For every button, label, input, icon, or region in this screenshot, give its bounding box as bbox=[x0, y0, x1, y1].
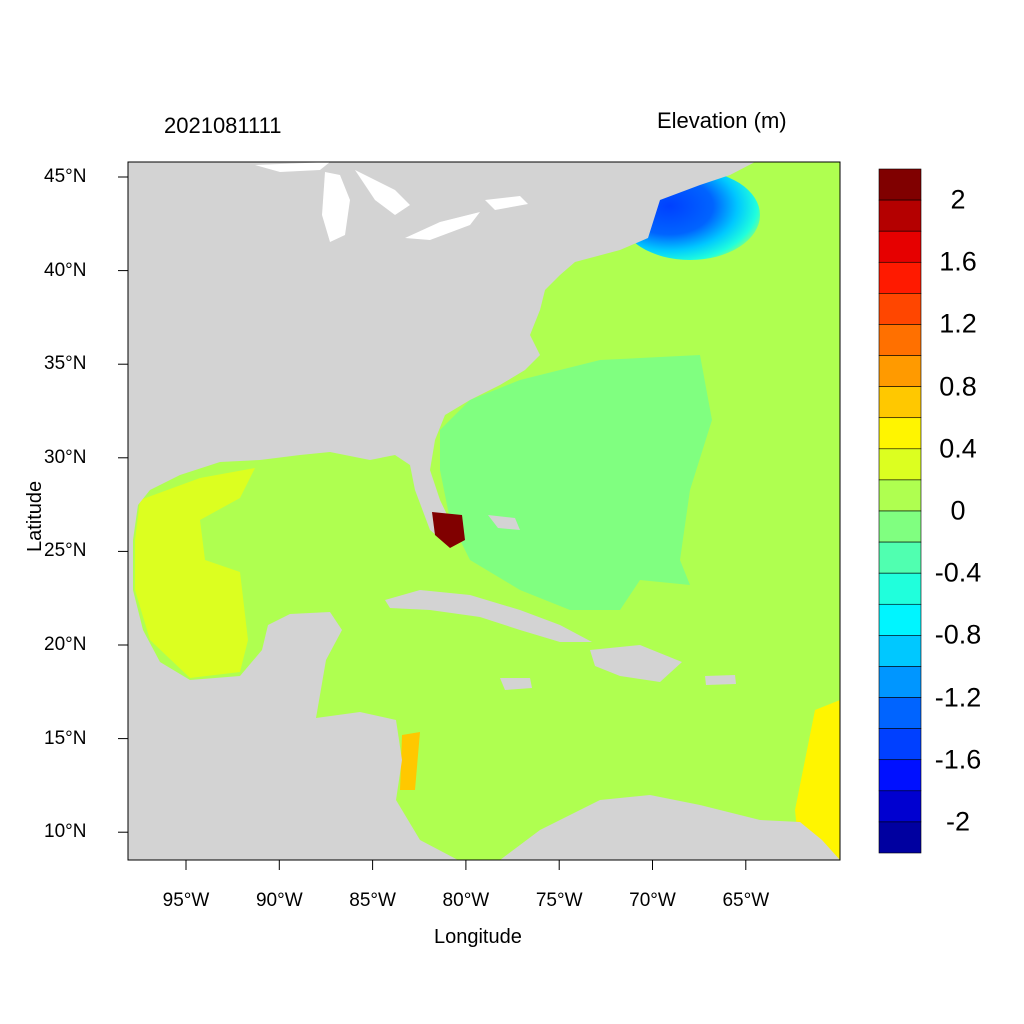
colorbar-bin bbox=[878, 759, 922, 792]
y-tick-label: 30°N bbox=[44, 446, 87, 468]
y-tick-label: 40°N bbox=[44, 259, 87, 281]
land-jamaica bbox=[500, 678, 532, 690]
x-tick-label: 75°W bbox=[535, 890, 583, 911]
x-tick-label: 85°W bbox=[349, 890, 396, 911]
colorbar-label: -0.4 bbox=[934, 557, 982, 588]
colorbar-bin bbox=[878, 417, 922, 450]
florida-inundation bbox=[432, 512, 465, 548]
colorbar-bin bbox=[878, 603, 922, 636]
colorbar-bin bbox=[878, 479, 922, 512]
colorbar-bin bbox=[878, 168, 922, 201]
colorbar-bin bbox=[878, 572, 922, 605]
colorbar-bin bbox=[878, 697, 922, 729]
land-north-america bbox=[128, 162, 755, 860]
x-tick-label: 95°W bbox=[162, 890, 210, 911]
land-cuba bbox=[385, 590, 592, 642]
western-gulf-positive bbox=[135, 468, 255, 678]
colorbar-label: 2 bbox=[950, 184, 966, 215]
colorbar-bin bbox=[878, 728, 922, 761]
colorbar-bin bbox=[878, 199, 922, 232]
land-puerto-rico bbox=[705, 675, 736, 685]
lake-ontario bbox=[485, 196, 528, 210]
land-south-america bbox=[500, 795, 840, 860]
x-tick-label: 70°W bbox=[629, 890, 676, 911]
y-tick-label: 20°N bbox=[44, 634, 87, 655]
variable-title: Elevation (m) bbox=[657, 108, 787, 133]
negative-anomaly-atlantic bbox=[440, 355, 712, 610]
colorbar-bin bbox=[878, 355, 922, 387]
colorbar-bin bbox=[878, 324, 922, 356]
colorbar-label: 0.4 bbox=[939, 433, 977, 464]
y-tick-label: 35°N bbox=[44, 353, 87, 375]
colorbar-label: 1.6 bbox=[939, 246, 977, 277]
x-tick-label: 80°W bbox=[442, 890, 490, 911]
land-hispaniola bbox=[590, 645, 682, 682]
colorbar-label: -2 bbox=[945, 806, 971, 837]
colorbar-bin bbox=[878, 261, 922, 294]
colorbar-bin bbox=[878, 510, 922, 543]
colorbar-label: 0 bbox=[950, 495, 966, 526]
y-tick-label: 45°N bbox=[44, 166, 87, 187]
x-tick-label: 65°W bbox=[722, 890, 770, 911]
colorbar-bin bbox=[878, 541, 922, 574]
colorbar-label: 0.8 bbox=[939, 371, 977, 402]
lake-superior bbox=[255, 162, 330, 172]
colorbar-bin bbox=[878, 230, 922, 263]
lake-michigan bbox=[322, 172, 350, 242]
colorbar-label: 1.2 bbox=[939, 308, 977, 339]
colorbar-label: -1.2 bbox=[934, 682, 982, 713]
colorbar-label: -0.8 bbox=[934, 619, 982, 650]
y-axis-label: Latitude bbox=[24, 480, 46, 552]
colorbar-bin bbox=[878, 293, 922, 325]
plot-frame bbox=[127, 161, 841, 861]
y-tick-label: 25°N bbox=[44, 540, 87, 562]
x-tick-label: 90°W bbox=[255, 890, 303, 911]
lake-erie bbox=[405, 212, 480, 240]
timestamp-title: 2021081111 bbox=[164, 113, 282, 138]
colorbar-bin bbox=[878, 666, 922, 698]
lake-huron bbox=[355, 170, 410, 215]
nicaragua-coast-positive bbox=[400, 732, 420, 790]
y-tick-label: 15°N bbox=[44, 727, 87, 749]
land-bahamas bbox=[488, 515, 520, 530]
colorbar-bin bbox=[878, 448, 922, 481]
east-coast-positive bbox=[795, 700, 840, 860]
colorbar-bin bbox=[878, 790, 922, 823]
colorbar-bin bbox=[878, 821, 922, 854]
colorbar-bin bbox=[878, 635, 922, 667]
colorbar-bin bbox=[878, 386, 922, 419]
colorbar-label: -1.6 bbox=[934, 744, 982, 775]
y-tick-label: 10°N bbox=[44, 821, 87, 843]
x-axis-label: Longitude bbox=[434, 926, 522, 948]
